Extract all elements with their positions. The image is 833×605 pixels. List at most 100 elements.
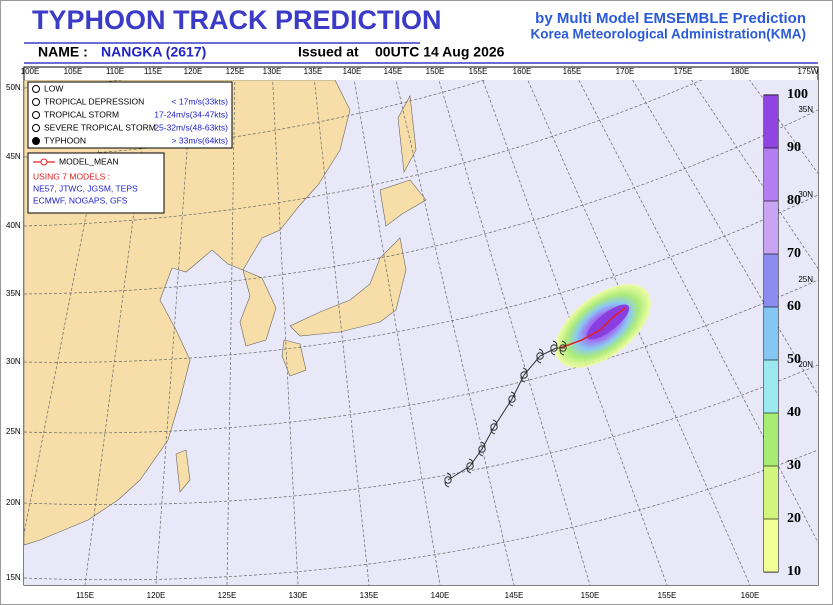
colorbar-label: 60 [787,299,801,314]
legend-symbol [32,85,40,93]
lat-label-left: 25N [6,427,21,436]
model-legend [27,152,165,214]
korea [239,269,277,347]
legend-symbol [32,98,40,106]
colorbar-segment [764,201,778,254]
parallel [24,80,703,227]
track-point [466,462,474,470]
colorbar-segment [764,148,778,201]
colorbar-label: 10 [787,564,801,579]
colorbar-label: 70 [787,246,801,261]
lat-label-left: 30N [6,357,21,366]
meridian [395,80,515,585]
track-point-tail [478,441,486,457]
legend-label: TROPICAL STORM [44,109,119,119]
track-point-tail [490,419,498,435]
meridian [353,80,441,585]
models-line: NE57, JTWC, JGSM, TEPS [33,183,138,193]
lat-label-left: 20N [6,498,21,507]
parallel [24,279,818,434]
track-point-tail [466,458,474,474]
track-point [444,476,452,484]
track-point [536,352,544,360]
track-point-tail [520,367,528,383]
subtitle: by Multi Model EMSEMBLE Prediction [535,10,806,27]
meridian [272,80,299,585]
agency: Korea Meteorological Administration(KMA) [530,27,806,42]
meridian [749,80,818,174]
lat-label-left: 15N [6,573,21,582]
track-point-tail [508,391,516,407]
taiwan [175,449,191,493]
parallel [24,449,818,581]
colorbar-segment [764,254,778,307]
legend-label: LOW [44,83,63,93]
legend-speed: < 17m/s(33kts) [172,96,229,106]
parallel [24,364,818,506]
lat-label-left: 40N [6,221,21,230]
lon-label-bottom: 145E [505,591,524,600]
legend-symbol [32,137,40,145]
track-point-tail [444,472,452,488]
models-label: USING 7 MODELS : [33,171,110,181]
lon-label-bottom: 115E [76,591,94,600]
lat-label-left: 50N [6,83,21,92]
colorbar: 10 20 30 40 50 60 70 80 90 100 [763,87,808,579]
mean-track-forecast [559,307,626,349]
lon-label-bottom: 130E [289,591,308,600]
sakhalin [397,95,417,173]
lon-label-top: 110E [106,67,124,76]
legend-label: SEVERE TROPICAL STORM [44,122,156,132]
lon-label-top: 105E [64,67,83,76]
track-point [559,344,567,352]
hokkaido [379,179,427,227]
track-symbols [444,340,567,488]
legend-symbol [32,124,40,132]
axis-labels: 100E 105E 110E 115E 120E 125E 130E 135E 140E 145E… [6,67,819,600]
colorbar-label: 50 [787,352,801,367]
storm-name: NANGKA (2617) [101,44,206,60]
honshu [289,237,407,337]
lon-label-top: 175E [674,67,693,76]
track-point-tail [536,348,544,364]
colorbar-segment [764,413,778,466]
lon-label-top: 140E [343,67,362,76]
mean-legend-marker [40,158,48,166]
track-point-tail [559,340,567,356]
track-point [478,445,486,453]
lon-label-bottom: 140E [431,591,450,600]
track-point [490,423,498,431]
track-point [508,395,516,403]
lon-label-top: 115E [144,67,162,76]
lon-label-bottom: 125E [218,591,237,600]
issued-label: Issued at [298,44,359,60]
colorbar-label: 30 [787,458,801,473]
legend-label: TROPICAL DEPRESSION [44,96,144,106]
colorbar-segment [764,466,778,519]
colorbar-label: 40 [787,405,801,420]
lon-label-bottom: 155E [658,591,677,600]
lat-label-left: 45N [6,152,21,161]
legend-speed: 25-32m/s(48-63kts) [154,122,228,132]
lon-label-top: 125E [226,67,245,76]
lon-label-top: 170E [616,67,635,76]
lat-label-left: 35N [6,289,21,298]
intensity-legend [27,81,233,149]
lon-label-top: 180E [731,67,750,76]
lat-label-right: 20N [798,360,813,369]
colorbar-segment [764,95,778,148]
lon-label-top: 135E [304,67,323,76]
lon-label-bottom: 135E [360,591,379,600]
legend-label: TYPHOON [44,135,86,145]
name-label: NAME : [38,44,88,60]
title: TYPHOON TRACK PREDICTION [32,5,442,35]
models-line: ECMWF, NOGAPS, GFS [33,195,128,205]
track-point-tail [550,340,558,356]
colorbar-label: 20 [787,511,801,526]
lon-label-top: 160E [513,67,532,76]
lon-label-top: 155E [469,67,488,76]
meridian [314,80,370,585]
lon-label-bottom: 120E [147,591,166,600]
lon-label-bottom: 160E [741,591,760,600]
